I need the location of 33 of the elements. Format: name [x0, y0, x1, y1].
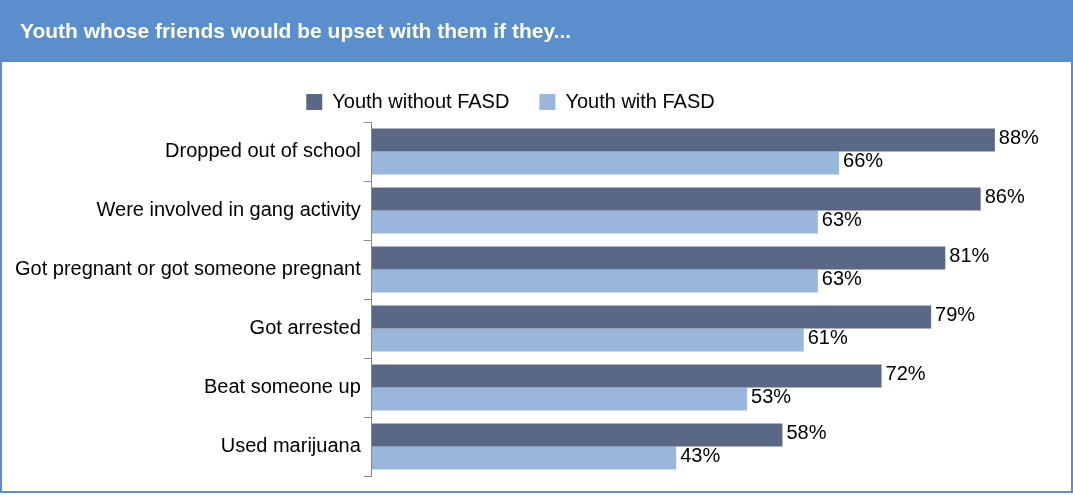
y-tick-label: Used marijuana	[220, 434, 362, 457]
bar	[371, 210, 818, 234]
data-label: 61%	[807, 325, 848, 348]
bar	[371, 269, 818, 293]
y-tick-label: Got arrested	[249, 316, 361, 339]
data-label: 53%	[751, 384, 792, 407]
data-label: 43%	[680, 443, 721, 466]
bar	[371, 387, 748, 411]
data-label: 81%	[949, 243, 990, 266]
y-tick-label: Got pregnant or got someone pregnant	[14, 257, 362, 280]
data-label: 72%	[885, 361, 926, 384]
bar	[371, 246, 946, 270]
bar	[371, 328, 804, 352]
chart-title: Youth whose friends would be upset with them if they...	[0, 0, 1073, 62]
bar	[371, 305, 932, 329]
data-label: 86%	[984, 184, 1025, 207]
legend-label: Youth with FASD	[565, 89, 715, 112]
data-label: 88%	[998, 125, 1040, 148]
bar	[371, 151, 840, 175]
y-tick-label: Were involved in gang activity	[96, 198, 361, 221]
y-tick-label: Dropped out of school	[165, 139, 361, 162]
data-label: 63%	[821, 266, 863, 289]
bar	[371, 446, 677, 470]
data-label: 79%	[935, 302, 976, 325]
data-label: 58%	[786, 420, 827, 443]
y-tick-label: Beat someone up	[204, 375, 361, 398]
bar	[371, 128, 995, 152]
bar	[371, 364, 882, 388]
data-label: 63%	[821, 207, 863, 230]
bar	[371, 423, 783, 447]
data-label: 66%	[843, 148, 884, 171]
legend-label: Youth without FASD	[332, 89, 510, 112]
bar	[371, 187, 981, 211]
